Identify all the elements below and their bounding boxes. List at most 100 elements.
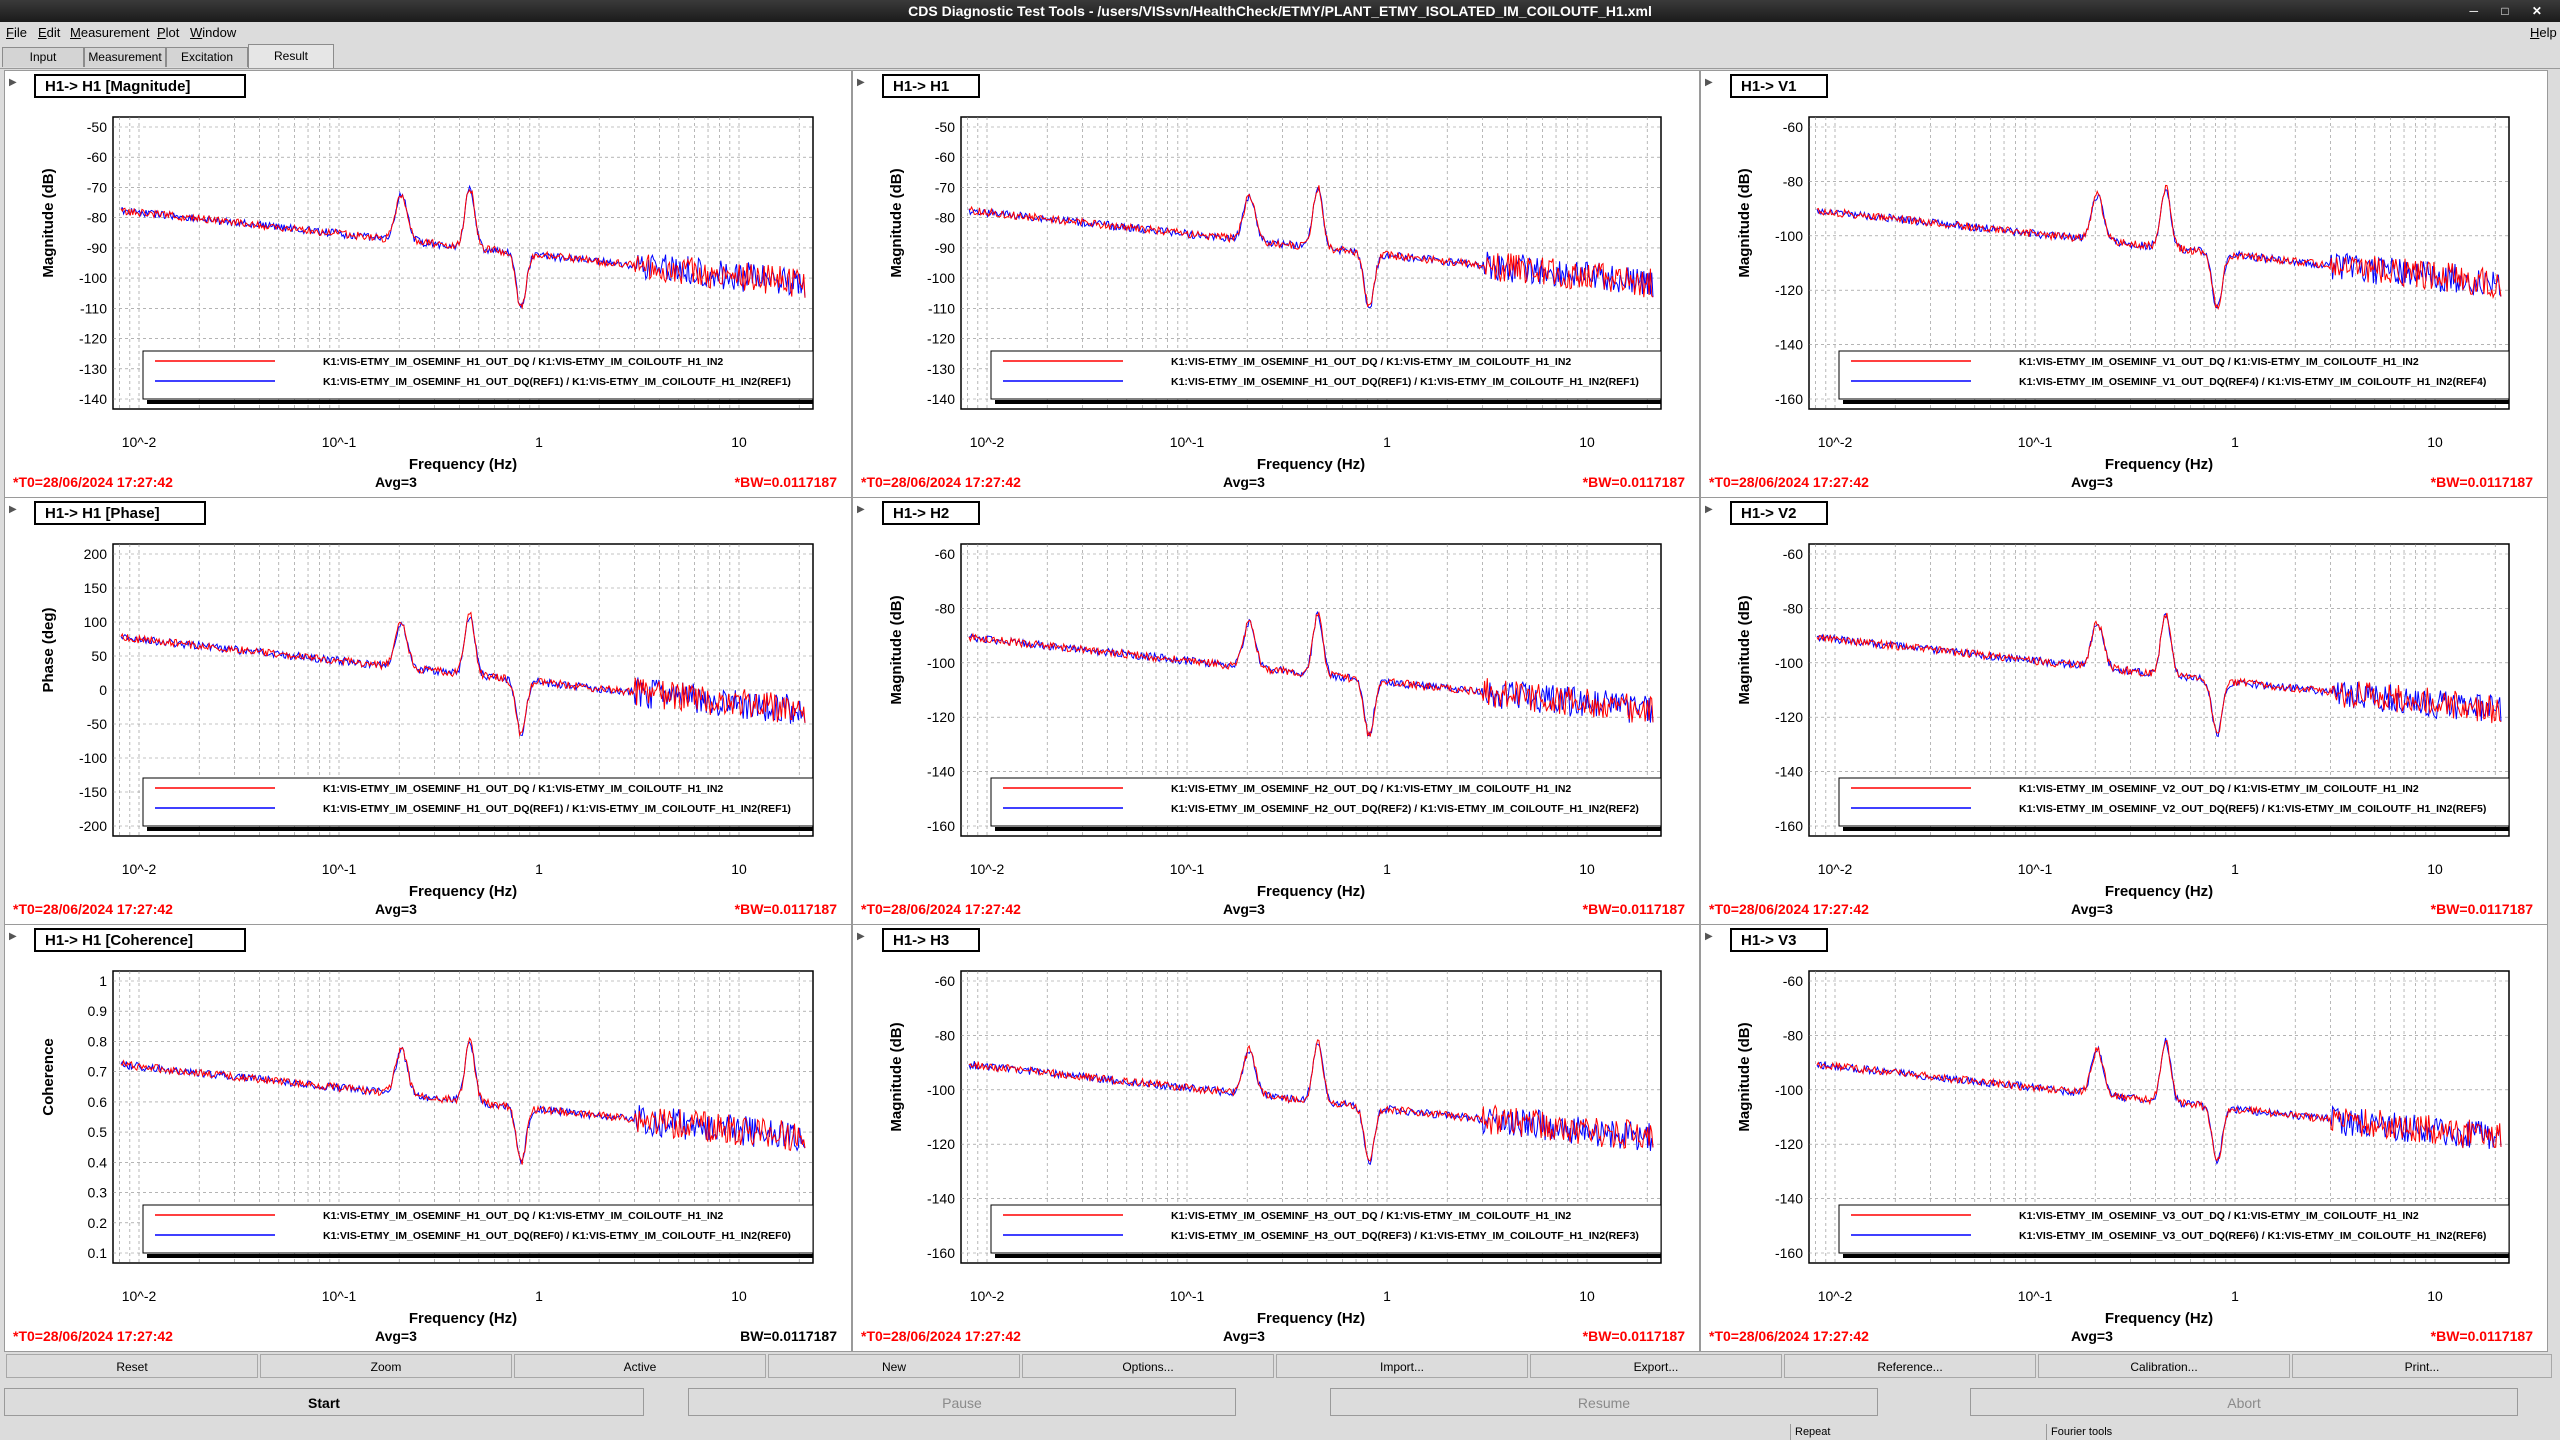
- plot-pane[interactable]: ▶ H1-> H1 [Magnitude] -50 -60 -70 -80 -90 -100 -…: [4, 70, 852, 498]
- plot-pane[interactable]: ▶ H1-> V2 -60 -80 -100 -120 -140 -160 10^-2 10^-1…: [1700, 497, 2548, 925]
- live-series-line: [120, 188, 806, 310]
- tab-input[interactable]: Input: [2, 47, 84, 67]
- legend-entry: K1:VIS-ETMY_IM_OSEMINF_H1_OUT_DQ(REF1) /…: [323, 803, 791, 815]
- legend-entry: K1:VIS-ETMY_IM_OSEMINF_V3_OUT_DQ(REF6) /…: [2019, 1230, 2486, 1242]
- live-series-line: [120, 1036, 806, 1165]
- pane-select-icon[interactable]: ▶: [857, 504, 865, 515]
- plot-canvas[interactable]: ▶ H1-> H1 [Coherence] 1 0.9 0.8 0.7 0.6 0.5 0.4 0…: [5, 925, 845, 1349]
- print-button[interactable]: Print...: [2292, 1354, 2552, 1378]
- y-tick-label: 1: [99, 973, 107, 989]
- plot-canvas[interactable]: ▶ H1-> H1 [Phase] 200 150 100 50 0 -50 -100 -150 -…: [5, 498, 845, 922]
- tab-result[interactable]: Result: [248, 44, 334, 68]
- menu-file[interactable]: File: [6, 25, 27, 40]
- menu-plot[interactable]: Plot: [157, 25, 180, 40]
- legend-entry: K1:VIS-ETMY_IM_OSEMINF_H1_OUT_DQ(REF1) /…: [1171, 376, 1639, 388]
- pane-select-icon[interactable]: ▶: [857, 77, 865, 88]
- active-button[interactable]: Active: [514, 1354, 766, 1378]
- tab-bar: Input Measurement Excitation Result: [0, 44, 2560, 69]
- plot-title: H1-> H2: [893, 505, 949, 522]
- reference-button[interactable]: Reference...: [1784, 1354, 2036, 1378]
- y-tick-label: -160: [927, 818, 955, 834]
- calibration-button[interactable]: Calibration...: [2038, 1354, 2290, 1378]
- y-axis-label: Magnitude (dB): [888, 595, 905, 704]
- menu-edit[interactable]: Edit: [38, 25, 61, 40]
- footer-t0: *T0=28/06/2024 17:27:42: [13, 474, 173, 490]
- tab-excitation[interactable]: Excitation: [166, 47, 248, 67]
- y-tick-label: -60: [87, 149, 107, 165]
- footer-avg: Avg=3: [375, 474, 417, 490]
- footer-bandwidth: *BW=0.0117187: [2431, 1328, 2534, 1344]
- menu-measurement[interactable]: Measurement: [70, 25, 150, 40]
- zoom-button[interactable]: Zoom: [260, 1354, 512, 1378]
- footer-t0: *T0=28/06/2024 17:27:42: [13, 901, 173, 917]
- y-tick-label: -100: [927, 1082, 955, 1098]
- footer-t0: *T0=28/06/2024 17:27:42: [13, 1328, 173, 1344]
- plot-title-box: [1730, 74, 1828, 98]
- plot-pane[interactable]: ▶ H1-> H1 -50 -60 -70 -80 -90 -100 -110 -120 -130 -…: [852, 70, 1700, 498]
- menu-help[interactable]: Help: [2530, 25, 2557, 40]
- legend-box: [142, 1204, 814, 1254]
- plot-canvas[interactable]: ▶ H1-> V2 -60 -80 -100 -120 -140 -160 10^-2 10^-1…: [1701, 498, 2541, 922]
- plot-canvas[interactable]: ▶ H1-> H3 -60 -80 -100 -120 -140 -160 10^-2 10^-1…: [853, 925, 1693, 1349]
- plot-canvas[interactable]: ▶ H1-> V3 -60 -80 -100 -120 -140 -160 10^-2 10^-1…: [1701, 925, 2541, 1349]
- pane-select-icon[interactable]: ▶: [9, 77, 17, 88]
- export-button[interactable]: Export...: [1530, 1354, 1782, 1378]
- y-tick-label: -120: [1775, 1136, 1803, 1152]
- y-tick-label: -130: [79, 361, 107, 377]
- pause-button[interactable]: Pause: [688, 1388, 1236, 1416]
- x-axis-label: Frequency (Hz): [409, 1310, 517, 1327]
- legend-entry: K1:VIS-ETMY_IM_OSEMINF_H1_OUT_DQ / K1:VI…: [1171, 356, 1571, 368]
- footer-bandwidth: *BW=0.0117187: [1583, 474, 1686, 490]
- reference-series-line: [968, 610, 1654, 737]
- start-button[interactable]: Start: [4, 1388, 644, 1416]
- options-button[interactable]: Options...: [1022, 1354, 1274, 1378]
- pane-select-icon[interactable]: ▶: [857, 931, 865, 942]
- pane-select-icon[interactable]: ▶: [9, 931, 17, 942]
- x-tick-label: 1: [2231, 861, 2239, 877]
- y-tick-label: 0.5: [88, 1124, 108, 1140]
- x-axis-label: Frequency (Hz): [1257, 883, 1365, 900]
- plot-pane[interactable]: ▶ H1-> H1 [Phase] 200 150 100 50 0 -50 -100 -150 -…: [4, 497, 852, 925]
- plot-canvas[interactable]: ▶ H1-> H1 [Magnitude] -50 -60 -70 -80 -90 -100 -…: [5, 71, 845, 495]
- pane-select-icon[interactable]: ▶: [1705, 77, 1713, 88]
- plot-pane[interactable]: ▶ H1-> V3 -60 -80 -100 -120 -140 -160 10^-2 10^-1…: [1700, 924, 2548, 1352]
- y-tick-label: 200: [84, 546, 108, 562]
- y-tick-label: -140: [927, 764, 955, 780]
- x-axis-label: Frequency (Hz): [2105, 883, 2213, 900]
- plot-pane[interactable]: ▶ H1-> H3 -60 -80 -100 -120 -140 -160 10^-2 10^-1…: [852, 924, 1700, 1352]
- resume-button[interactable]: Resume: [1330, 1388, 1878, 1416]
- plot-grid: [1809, 117, 2509, 409]
- x-tick-label: 10^-1: [1170, 1288, 1205, 1304]
- y-tick-label: -140: [927, 1191, 955, 1207]
- footer-avg: Avg=3: [2071, 901, 2113, 917]
- pane-select-icon[interactable]: ▶: [1705, 504, 1713, 515]
- x-axis-label: Frequency (Hz): [409, 456, 517, 473]
- pane-select-icon[interactable]: ▶: [9, 504, 17, 515]
- x-tick-label: 1: [535, 861, 543, 877]
- footer-t0: *T0=28/06/2024 17:27:42: [1709, 474, 1869, 490]
- new-button[interactable]: New: [768, 1354, 1020, 1378]
- tab-measurement[interactable]: Measurement: [84, 47, 166, 67]
- plot-pane[interactable]: ▶ H1-> H2 -60 -80 -100 -120 -140 -160 10^-2 10^-1…: [852, 497, 1700, 925]
- abort-button[interactable]: Abort: [1970, 1388, 2518, 1416]
- y-tick-label: -60: [1783, 973, 1803, 989]
- plot-pane[interactable]: ▶ H1-> V1 -60 -80 -100 -120 -140 -160 10^-2 10^-1…: [1700, 70, 2548, 498]
- y-tick-label: -70: [87, 179, 107, 195]
- plot-canvas[interactable]: ▶ H1-> H2 -60 -80 -100 -120 -140 -160 10^-2 10^-1…: [853, 498, 1693, 922]
- footer-avg: Avg=3: [2071, 1328, 2113, 1344]
- menu-window[interactable]: Window: [190, 25, 237, 40]
- import-button[interactable]: Import...: [1276, 1354, 1528, 1378]
- x-tick-label: 10^-1: [2018, 434, 2053, 450]
- window-controls[interactable]: ─ □ ✕: [2469, 4, 2552, 18]
- pane-select-icon[interactable]: ▶: [1705, 931, 1713, 942]
- y-tick-label: -100: [79, 750, 107, 766]
- plot-canvas[interactable]: ▶ H1-> V1 -60 -80 -100 -120 -140 -160 10^-2 10^-1…: [1701, 71, 2541, 495]
- plot-title: H1-> H1 [Magnitude]: [45, 78, 190, 95]
- plot-pane[interactable]: ▶ H1-> H1 [Coherence] 1 0.9 0.8 0.7 0.6 0.5 0.4 0…: [4, 924, 852, 1352]
- footer-bandwidth: *BW=0.0117187: [735, 474, 838, 490]
- y-tick-label: -110: [80, 300, 107, 316]
- legend-box: [1838, 350, 2510, 400]
- reset-button[interactable]: Reset: [6, 1354, 258, 1378]
- plot-canvas[interactable]: ▶ H1-> H1 -50 -60 -70 -80 -90 -100 -110 -120 -130 -…: [853, 71, 1693, 495]
- live-series-line: [1816, 1039, 2502, 1162]
